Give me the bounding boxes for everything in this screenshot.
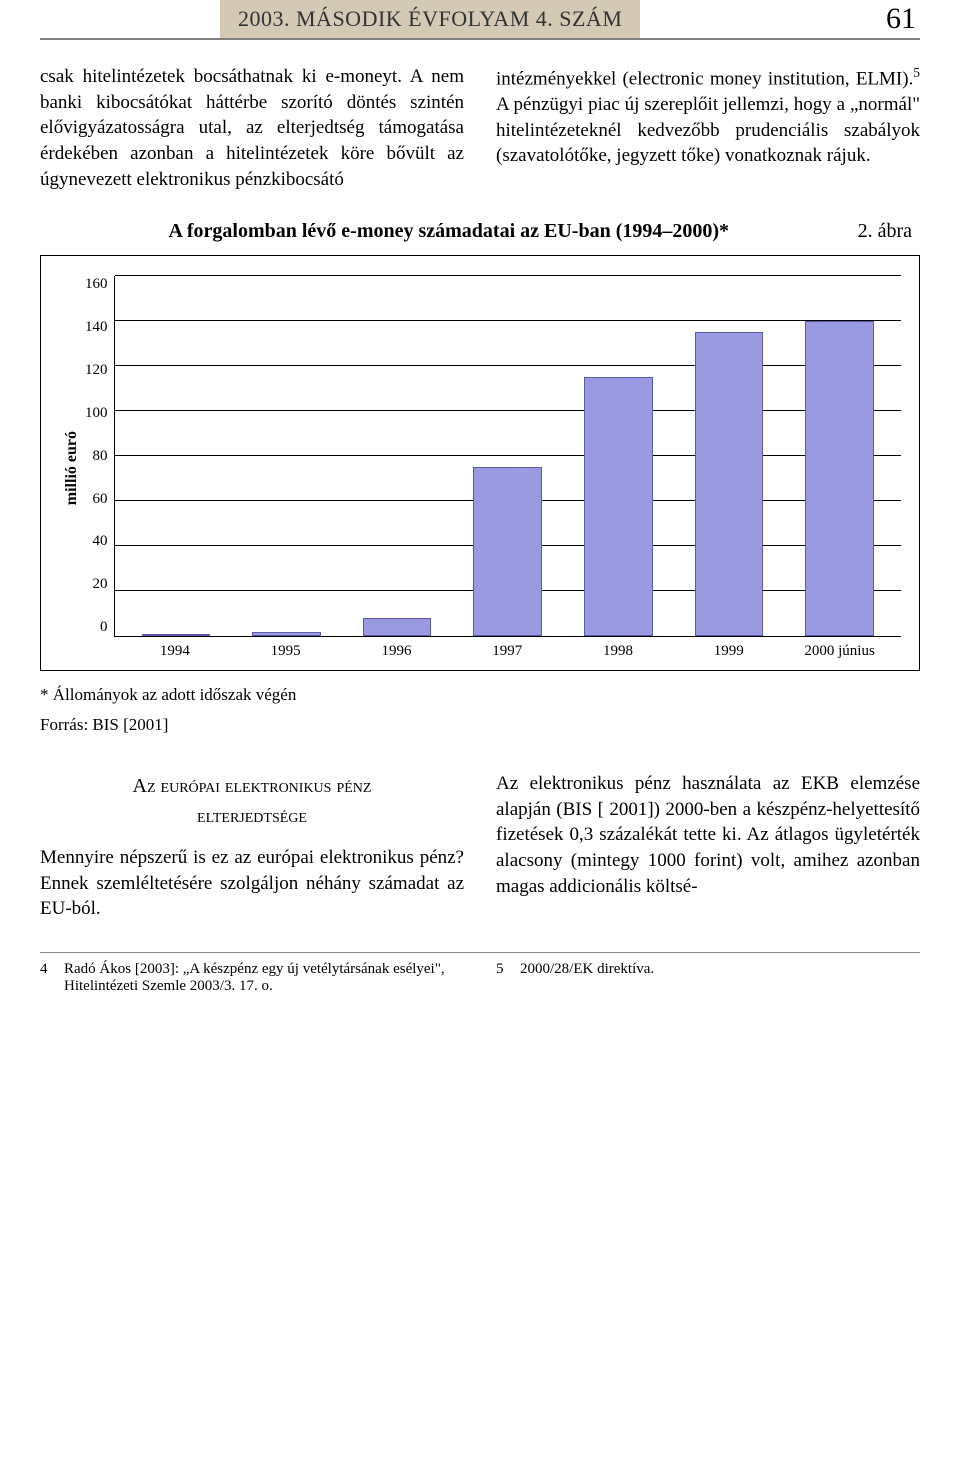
- section-left: Az európai elektronikus pénz elterjedtsé…: [40, 771, 464, 922]
- y-tick: 140: [85, 319, 108, 336]
- footnote-4: 4 Radó Ákos [2003]: „A készpénz egy új v…: [40, 961, 464, 995]
- body-right: intézményekkel (electronic money institu…: [496, 64, 920, 192]
- bar: [363, 618, 432, 636]
- figure-note: * Állományok az adott időszak végén: [40, 685, 920, 705]
- section-left-text: Mennyire népszerű is ez az európai elekt…: [40, 845, 464, 922]
- y-tick: 80: [85, 448, 108, 465]
- bar: [142, 634, 211, 636]
- body-left: csak hitelintézetek bocsáthatnak ki e-mo…: [40, 64, 464, 192]
- body-right-b: A pénzügyi piac új szereplőit jellemzi, …: [496, 94, 920, 166]
- page-number: 61: [886, 2, 920, 38]
- y-tick: 20: [85, 576, 108, 593]
- section-right: Az elektronikus pénz használata az EKB e…: [496, 771, 920, 922]
- bar-slot: [121, 276, 232, 636]
- x-tick: 1997: [452, 643, 563, 660]
- y-tick: 160: [85, 276, 108, 293]
- figure-caption-row: A forgalomban lévő e-money számadatai az…: [40, 220, 920, 243]
- chart-container: millió euró 160140120100806040200 199419…: [40, 255, 920, 671]
- bar-slot: [452, 276, 563, 636]
- y-tick: 100: [85, 405, 108, 422]
- figure-source: Forrás: BIS [2001]: [40, 715, 920, 735]
- x-tick: 1995: [230, 643, 341, 660]
- x-tick: 2000 június: [784, 643, 895, 660]
- section-heading: Az európai elektronikus pénz elterjedtsé…: [40, 771, 464, 831]
- y-tick: 40: [85, 533, 108, 550]
- bar-slot: [674, 276, 785, 636]
- section-columns: Az európai elektronikus pénz elterjedtsé…: [40, 771, 920, 922]
- body-columns: csak hitelintézetek bocsáthatnak ki e-mo…: [40, 64, 920, 192]
- footnote-5-num: 5: [496, 961, 510, 978]
- bar: [584, 377, 653, 636]
- figure-caption: A forgalomban lévő e-money számadatai az…: [40, 220, 858, 243]
- bar: [473, 467, 542, 636]
- footnote-4-text: Radó Ákos [2003]: „A készpénz egy új vet…: [64, 961, 464, 995]
- bar: [695, 332, 764, 636]
- bar-slot: [231, 276, 342, 636]
- x-tick: 1999: [673, 643, 784, 660]
- footnote-4-num: 4: [40, 961, 54, 995]
- bar: [805, 321, 874, 636]
- y-axis-ticks: 160 140 120 100 80 60 40 20 0: [85, 276, 114, 636]
- section-heading-line1: Az európai elektronikus pénz: [133, 775, 372, 797]
- bar-slot: [342, 276, 453, 636]
- figure-number: 2. ábra: [858, 220, 920, 243]
- body-right-a: intézményekkel (electronic money institu…: [496, 68, 913, 89]
- y-tick: 120: [85, 362, 108, 379]
- bar-slot: [563, 276, 674, 636]
- footnotes: 4 Radó Ákos [2003]: „A készpénz egy új v…: [40, 952, 920, 995]
- footnote-5: 5 2000/28/EK direktíva.: [496, 961, 920, 978]
- footnote-5-text: 2000/28/EK direktíva.: [520, 961, 654, 978]
- x-tick: 1998: [563, 643, 674, 660]
- y-tick: 0: [85, 619, 108, 636]
- journal-title: 2003. MÁSODIK ÉVFOLYAM 4. SZÁM: [220, 0, 640, 38]
- bar-slot: [784, 276, 895, 636]
- y-axis-label: millió euró: [59, 431, 85, 505]
- chart-plot-area: [114, 276, 902, 637]
- x-axis-ticks: 1994199519961997199819992000 június: [114, 643, 902, 660]
- x-tick: 1996: [341, 643, 452, 660]
- x-tick: 1994: [120, 643, 231, 660]
- section-heading-line2: elterjedtsége: [197, 805, 307, 827]
- page-header: 2003. MÁSODIK ÉVFOLYAM 4. SZÁM 61: [40, 0, 920, 40]
- footnote-ref-5: 5: [913, 65, 920, 80]
- bar: [252, 632, 321, 637]
- y-tick: 60: [85, 491, 108, 508]
